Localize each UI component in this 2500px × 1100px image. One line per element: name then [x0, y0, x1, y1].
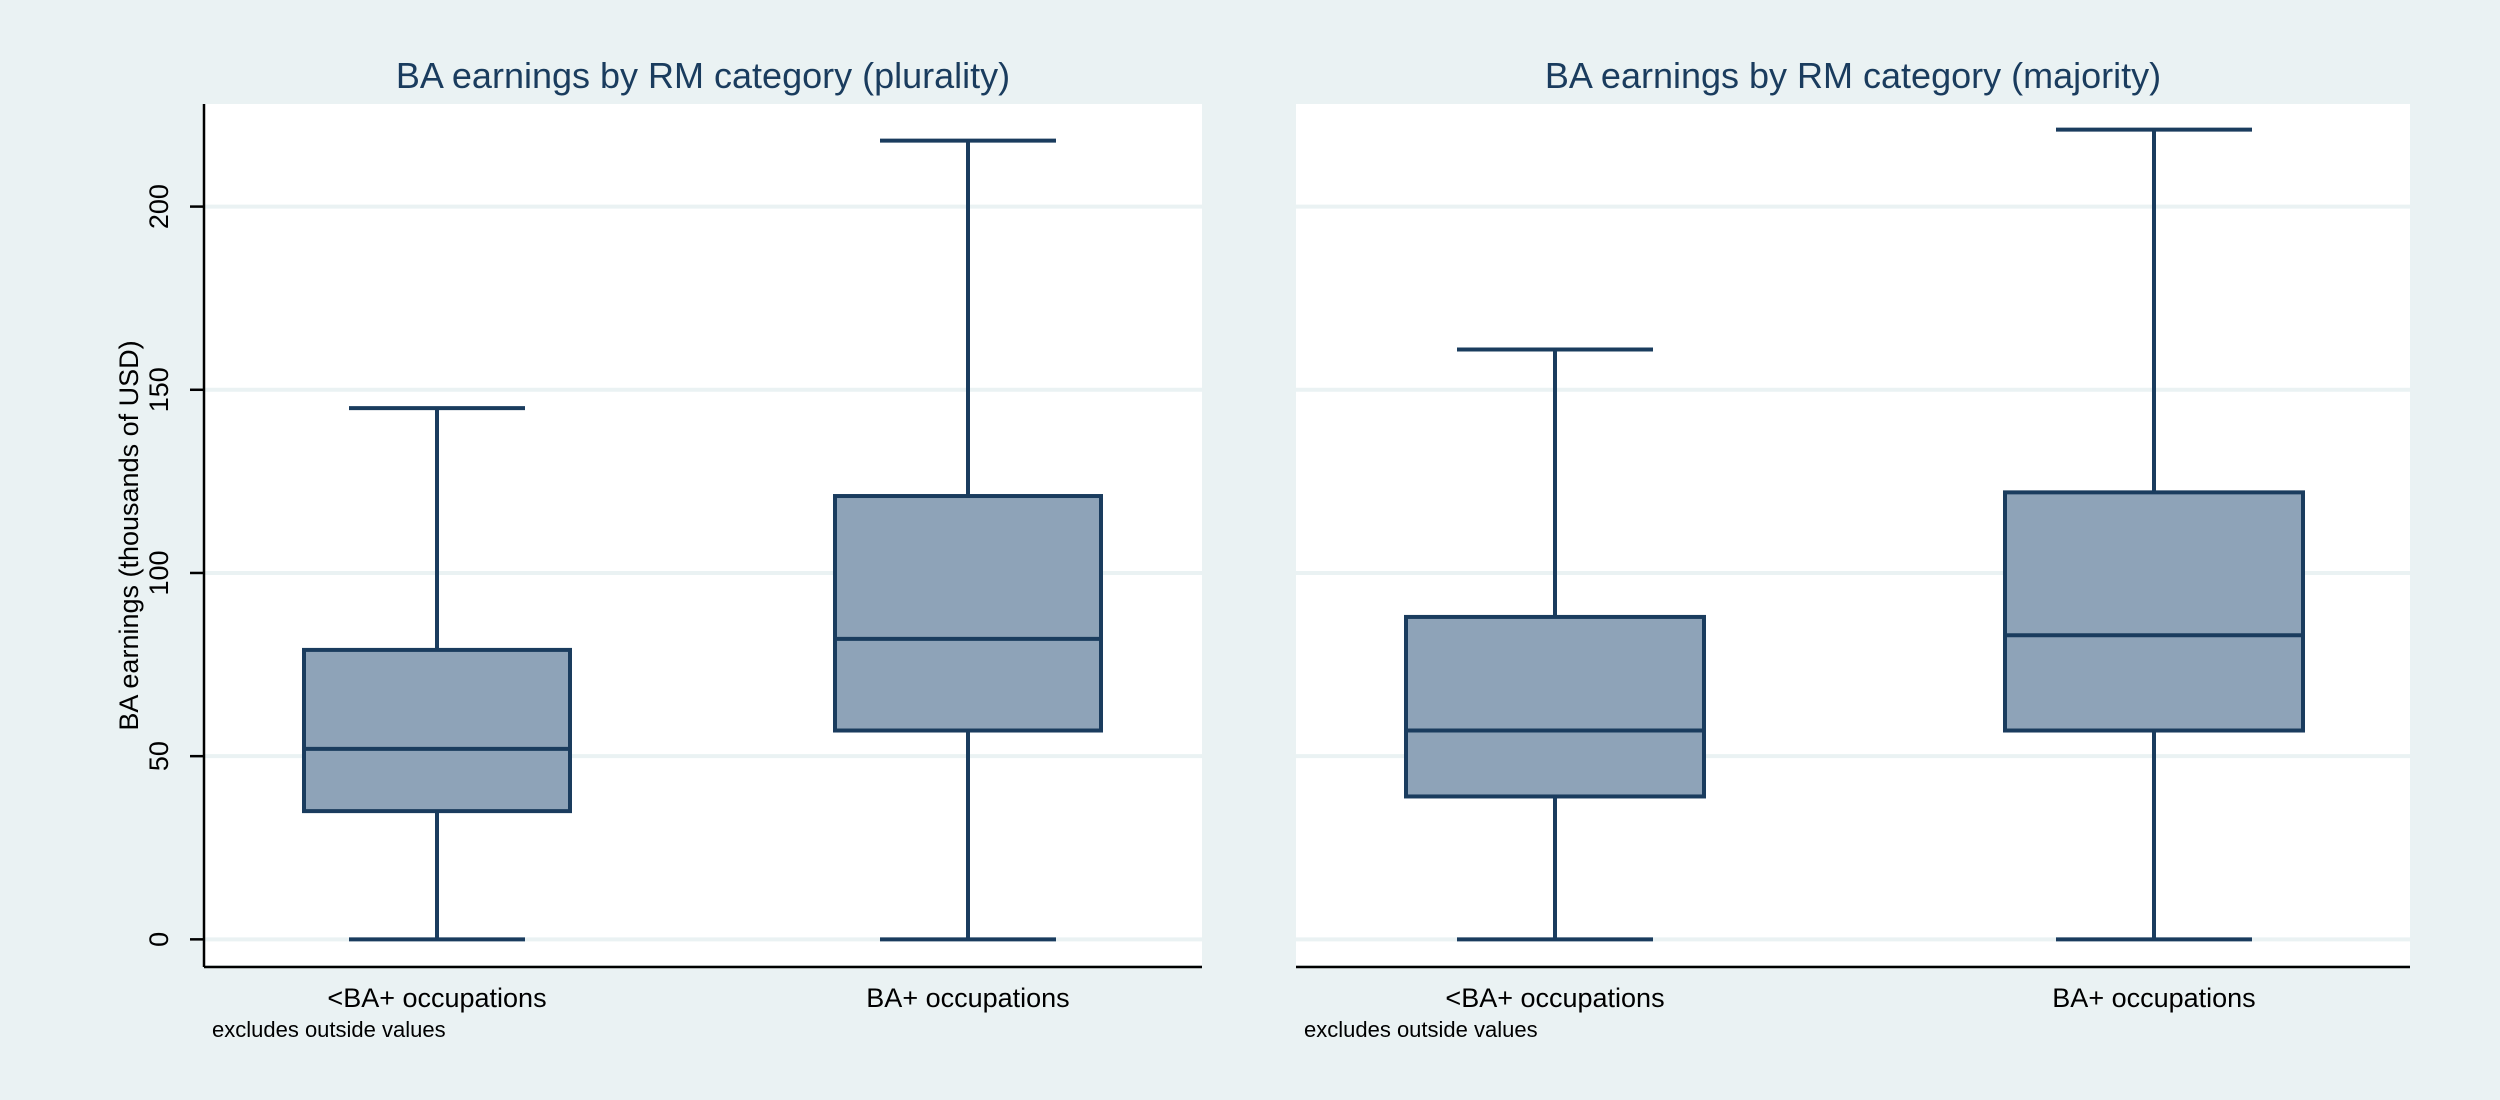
x-category-label: <BA+ occupations — [327, 983, 546, 1013]
box-plot-1 — [1404, 347, 1706, 942]
iqr-box — [302, 647, 572, 814]
chart-title: BA earnings by RM category (plurality) — [396, 55, 1010, 96]
y-tick-label: 50 — [144, 741, 174, 771]
chart-note: excludes outside values — [1304, 1017, 1538, 1042]
iqr-box — [1404, 614, 1706, 799]
y-tick-label: 0 — [144, 932, 174, 947]
chart-panel-1: BA earnings by RM category (plurality) 0 5… — [114, 55, 1202, 1042]
box-plot-2 — [2003, 127, 2305, 942]
y-axis-title: BA earnings (thousands of USD) — [114, 340, 144, 730]
box-plot-2 — [833, 138, 1103, 942]
y-tick-label: 150 — [144, 367, 174, 412]
x-category-label: BA+ occupations — [866, 983, 1069, 1013]
chart-title: BA earnings by RM category (majority) — [1545, 55, 2161, 96]
x-category-label: <BA+ occupations — [1445, 983, 1664, 1013]
y-tick-label: 100 — [144, 550, 174, 595]
chart-note: excludes outside values — [212, 1017, 446, 1042]
y-tick-label: 200 — [144, 184, 174, 229]
box-plot-1 — [302, 406, 572, 942]
iqr-box — [833, 494, 1103, 733]
iqr-box — [2003, 490, 2305, 733]
chart-panel-2: BA earnings by RM category (majority) <BA… — [1296, 55, 2410, 1042]
x-category-label: BA+ occupations — [2052, 983, 2255, 1013]
